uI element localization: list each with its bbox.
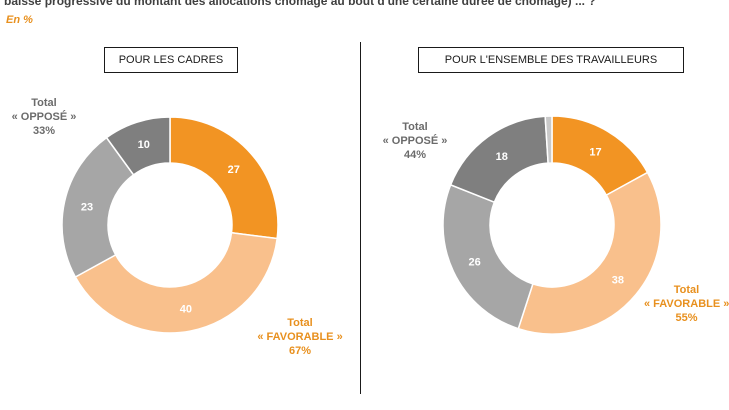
- panel-divider: [360, 42, 361, 394]
- total-opposed-value: 33%: [32, 125, 56, 137]
- donut-slice-1: [74, 231, 278, 334]
- total-favorable-cadres: Total « FAVORABLE » 67%: [245, 316, 355, 358]
- donut-slice-label: 17: [589, 146, 601, 158]
- total-favorable-value: 55%: [675, 312, 698, 324]
- unit-label: En %: [6, 14, 33, 26]
- panel-title-bold: CADRES: [177, 54, 224, 66]
- donut-slice-label: 26: [469, 256, 481, 268]
- panel-title-prefix: POUR LES: [118, 54, 175, 66]
- donut-slice-2: [442, 183, 534, 330]
- question-text: baisse progressive du montant des alloca…: [4, 0, 596, 8]
- donut-chart-ensemble: 17 38 26 18: [442, 115, 662, 335]
- donut-slice-label: 18: [496, 151, 508, 163]
- total-favorable-ensemble: Total « FAVORABLE » 55%: [644, 283, 729, 325]
- total-opposed-line1: Total: [402, 121, 428, 133]
- donut-chart-cadres: 27 40 23 10: [61, 116, 279, 334]
- donut-slice-label: 10: [138, 139, 150, 151]
- total-favorable-value: 67%: [288, 345, 312, 357]
- total-opposed-value: 44%: [403, 149, 427, 161]
- donut-slice-3: [105, 116, 171, 176]
- panel-title-prefix: POUR L': [444, 54, 488, 66]
- total-opposed-line2: « OPPOSÉ »: [11, 111, 77, 123]
- panel-title-bold: ENSEMBLE DES TRAVAILLEURS: [487, 54, 658, 66]
- total-favorable-line2: « FAVORABLE »: [257, 331, 343, 343]
- panel-title-ensemble: POUR L' ENSEMBLE DES TRAVAILLEURS: [418, 47, 684, 73]
- donut-slice-label: 38: [612, 274, 624, 286]
- total-opposed-cadres: Total « OPPOSÉ » 33%: [4, 96, 84, 138]
- total-favorable-line2: « FAVORABLE »: [644, 298, 729, 310]
- donut-slice-label: 27: [228, 164, 240, 176]
- total-favorable-line1: Total: [287, 317, 313, 329]
- donut-slice-label: 23: [81, 201, 93, 213]
- total-opposed-line1: Total: [31, 97, 57, 109]
- panel-title-cadres: POUR LES CADRES: [104, 47, 238, 73]
- total-favorable-line1: Total: [673, 284, 700, 296]
- total-opposed-line2: « OPPOSÉ »: [382, 135, 448, 147]
- donut-slice-0: [169, 116, 279, 240]
- donut-slice-2: [61, 136, 135, 279]
- total-opposed-ensemble: Total « OPPOSÉ » 44%: [375, 120, 455, 162]
- donut-slice-label: 40: [180, 303, 192, 315]
- donut-slice-4: [544, 115, 553, 164]
- donut-slice-1: [517, 171, 662, 335]
